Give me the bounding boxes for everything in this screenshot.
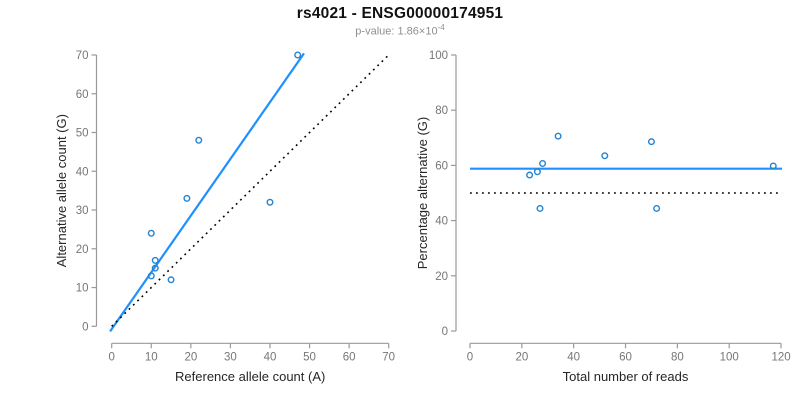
x-tick-label: 40 <box>567 351 580 363</box>
data-point <box>536 204 544 212</box>
data-point <box>195 136 203 144</box>
x-tick-label: 70 <box>382 351 395 363</box>
y-tick-label: 40 <box>76 166 89 178</box>
x-tick-label: 50 <box>303 351 316 363</box>
y-tick-label: 100 <box>429 50 448 62</box>
x-axis-title: Reference allele count (A) <box>175 369 325 384</box>
data-point <box>151 256 159 264</box>
y-tick-label: 20 <box>435 271 448 283</box>
data-point <box>653 204 661 212</box>
x-tick-label: 120 <box>771 351 790 363</box>
data-point <box>167 276 175 284</box>
data-point <box>147 272 155 280</box>
y-tick-label: 40 <box>435 216 448 228</box>
y-axis-title: Alternative allele count (G) <box>54 114 69 267</box>
x-tick-label: 0 <box>467 351 473 363</box>
data-point <box>601 152 609 160</box>
figure-subtitle: p-value: 1.86×10-4 <box>0 23 800 38</box>
data-point <box>554 132 562 140</box>
x-axis-title: Total number of reads <box>563 369 689 384</box>
fit-line <box>109 52 305 332</box>
y-tick-label: 50 <box>76 128 89 140</box>
data-point <box>183 194 191 202</box>
x-tick-label: 20 <box>184 351 197 363</box>
y-tick-label: 0 <box>442 326 448 338</box>
x-tick-label: 30 <box>224 351 237 363</box>
y-axis-title: Percentage alternative (G) <box>415 117 430 269</box>
p-value-exponent: -4 <box>437 23 445 32</box>
y-tick-label: 80 <box>435 105 448 117</box>
data-point <box>539 159 547 167</box>
y-tick-label: 60 <box>76 89 89 101</box>
figure-title: rs4021 - ENSG00000174951 <box>296 5 504 22</box>
x-tick-label: 20 <box>515 351 528 363</box>
y-tick-label: 30 <box>76 205 89 217</box>
y-tick-label: 70 <box>76 50 89 62</box>
data-point <box>533 168 541 176</box>
p-value-text: p-value: 1.86×10 <box>355 25 438 38</box>
x-tick-label: 10 <box>145 351 158 363</box>
data-point <box>647 138 655 146</box>
y-tick-label: 0 <box>82 321 88 333</box>
y-tick-label: 10 <box>76 283 89 295</box>
data-point <box>526 171 534 179</box>
y-tick-label: 20 <box>76 244 89 256</box>
data-point <box>769 162 777 170</box>
data-point <box>147 229 155 237</box>
data-point <box>151 264 159 272</box>
data-point <box>266 198 274 206</box>
x-tick-label: 100 <box>720 351 739 363</box>
x-tick-label: 60 <box>343 351 356 363</box>
y-tick-label: 60 <box>435 160 448 172</box>
x-tick-label: 80 <box>671 351 684 363</box>
x-tick-label: 0 <box>108 351 114 363</box>
x-tick-label: 40 <box>264 351 277 363</box>
data-point <box>294 51 302 59</box>
identity-line <box>111 54 389 327</box>
x-tick-label: 60 <box>619 351 632 363</box>
